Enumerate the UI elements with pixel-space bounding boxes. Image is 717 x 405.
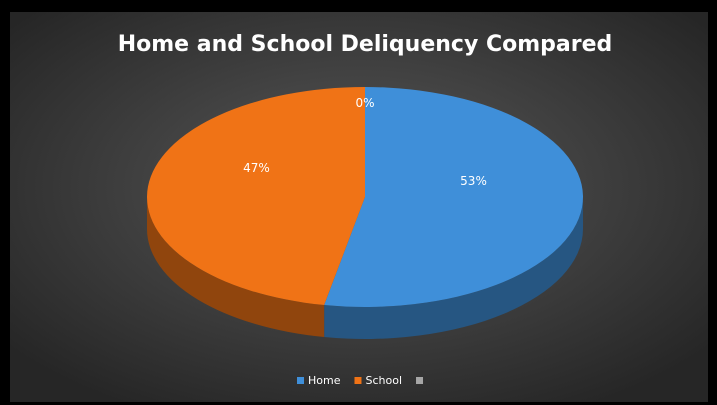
slice-side <box>324 197 583 339</box>
slice <box>324 87 584 307</box>
legend-label: Home <box>308 374 341 387</box>
legend-swatch <box>297 377 304 384</box>
slice <box>147 87 365 306</box>
legend-label: School <box>365 374 402 387</box>
data-label: 0% <box>355 96 374 110</box>
legend-swatch <box>354 377 362 384</box>
legend-swatch <box>416 377 424 384</box>
slice-side <box>147 197 325 338</box>
data-label: 47% <box>243 161 270 175</box>
chart-title: Home and School Deliquency Compared <box>118 32 613 57</box>
data-label: 53% <box>460 174 487 188</box>
